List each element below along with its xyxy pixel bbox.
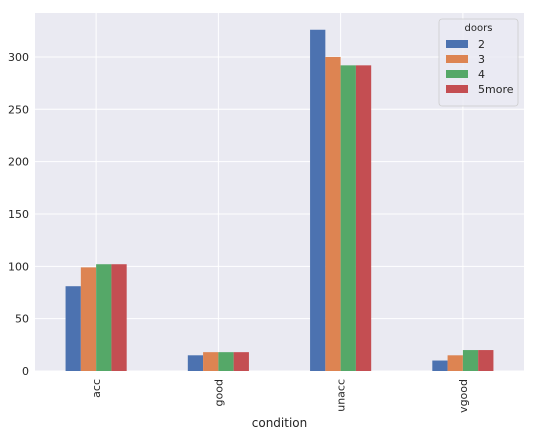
bar-good-2 (187, 355, 204, 371)
legend-swatch-5more (446, 85, 468, 93)
legend-swatch-4 (446, 70, 468, 78)
bar-good-5more (233, 352, 249, 371)
legend-label-5more: 5more (478, 83, 514, 96)
legend-swatch-2 (446, 40, 468, 48)
x-tick-label-unacc: unacc (335, 379, 348, 412)
bar-acc-3 (80, 267, 97, 371)
bar-acc-2 (65, 286, 81, 371)
y-tick-label: 150 (8, 208, 29, 221)
bar-acc-4 (96, 264, 112, 371)
legend: doors 2 3 4 5more (438, 18, 519, 107)
y-tick-label: 100 (8, 260, 29, 273)
legend-label-3: 3 (478, 53, 485, 66)
legend-label-4: 4 (478, 68, 485, 81)
bar-vgood-5more (478, 350, 494, 371)
legend-swatch-3 (446, 55, 468, 63)
x-tick-label-acc: acc (90, 379, 103, 398)
bar-vgood-4 (462, 350, 479, 371)
bar-good-4 (218, 352, 234, 371)
y-tick-label: 0 (22, 365, 29, 378)
x-tick-labels: acc good unacc vgood (90, 379, 470, 413)
x-tick-label-vgood: vgood (457, 379, 470, 413)
bar-unacc-4 (340, 65, 356, 372)
y-tick-label: 250 (8, 103, 29, 116)
x-tick-label-good: good (212, 379, 225, 406)
legend-title: doors (465, 23, 493, 34)
bar-unacc-2 (310, 29, 326, 372)
bar-unacc-5more (355, 65, 372, 372)
bar-good-3 (203, 352, 219, 371)
bar-acc-5more (111, 264, 127, 371)
y-tick-label: 200 (8, 156, 29, 169)
bar-vgood-3 (447, 355, 463, 371)
y-tick-labels: 0 50 100 150 200 250 300 (8, 51, 29, 378)
legend-label-2: 2 (478, 38, 485, 51)
y-tick-label: 300 (8, 51, 29, 64)
bars (65, 29, 494, 372)
y-tick-label: 50 (15, 313, 29, 326)
legend-items: 2 3 4 5more (446, 38, 514, 96)
bar-unacc-3 (325, 56, 341, 372)
x-axis-label: condition (252, 416, 307, 430)
bar-vgood-2 (432, 360, 448, 371)
